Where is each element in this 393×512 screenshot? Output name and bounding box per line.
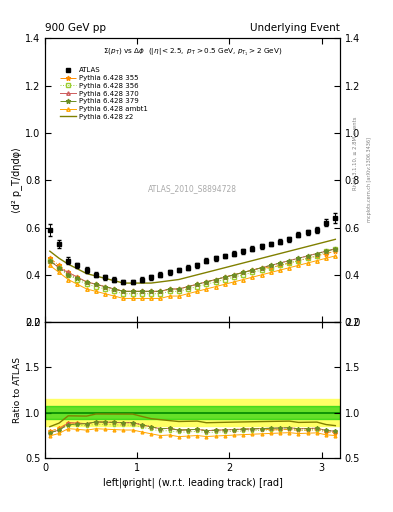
Text: ATLAS_2010_S8894728: ATLAS_2010_S8894728	[148, 184, 237, 193]
Text: $\Sigma(p_\mathrm{T})$ vs $\Delta\phi$  ($|\eta| < 2.5,\ p_\mathrm{T} > 0.5$ GeV: $\Sigma(p_\mathrm{T})$ vs $\Delta\phi$ (…	[103, 47, 283, 58]
Text: Rivet 3.1.10, ≥ 2.8M events: Rivet 3.1.10, ≥ 2.8M events	[353, 117, 358, 190]
Text: Underlying Event: Underlying Event	[250, 23, 340, 33]
Text: 900 GeV pp: 900 GeV pp	[45, 23, 106, 33]
Y-axis label: ⟨d² p_T/dηdφ⟩: ⟨d² p_T/dηdφ⟩	[11, 147, 22, 213]
X-axis label: left|φright| (w.r.t. leading track) [rad]: left|φright| (w.r.t. leading track) [rad…	[103, 477, 283, 488]
Legend: ATLAS, Pythia 6.428 355, Pythia 6.428 356, Pythia 6.428 370, Pythia 6.428 379, P: ATLAS, Pythia 6.428 355, Pythia 6.428 35…	[57, 65, 151, 122]
Text: mcplots.cern.ch [arXiv:1306.3436]: mcplots.cern.ch [arXiv:1306.3436]	[367, 137, 372, 222]
Y-axis label: Ratio to ATLAS: Ratio to ATLAS	[13, 357, 22, 423]
